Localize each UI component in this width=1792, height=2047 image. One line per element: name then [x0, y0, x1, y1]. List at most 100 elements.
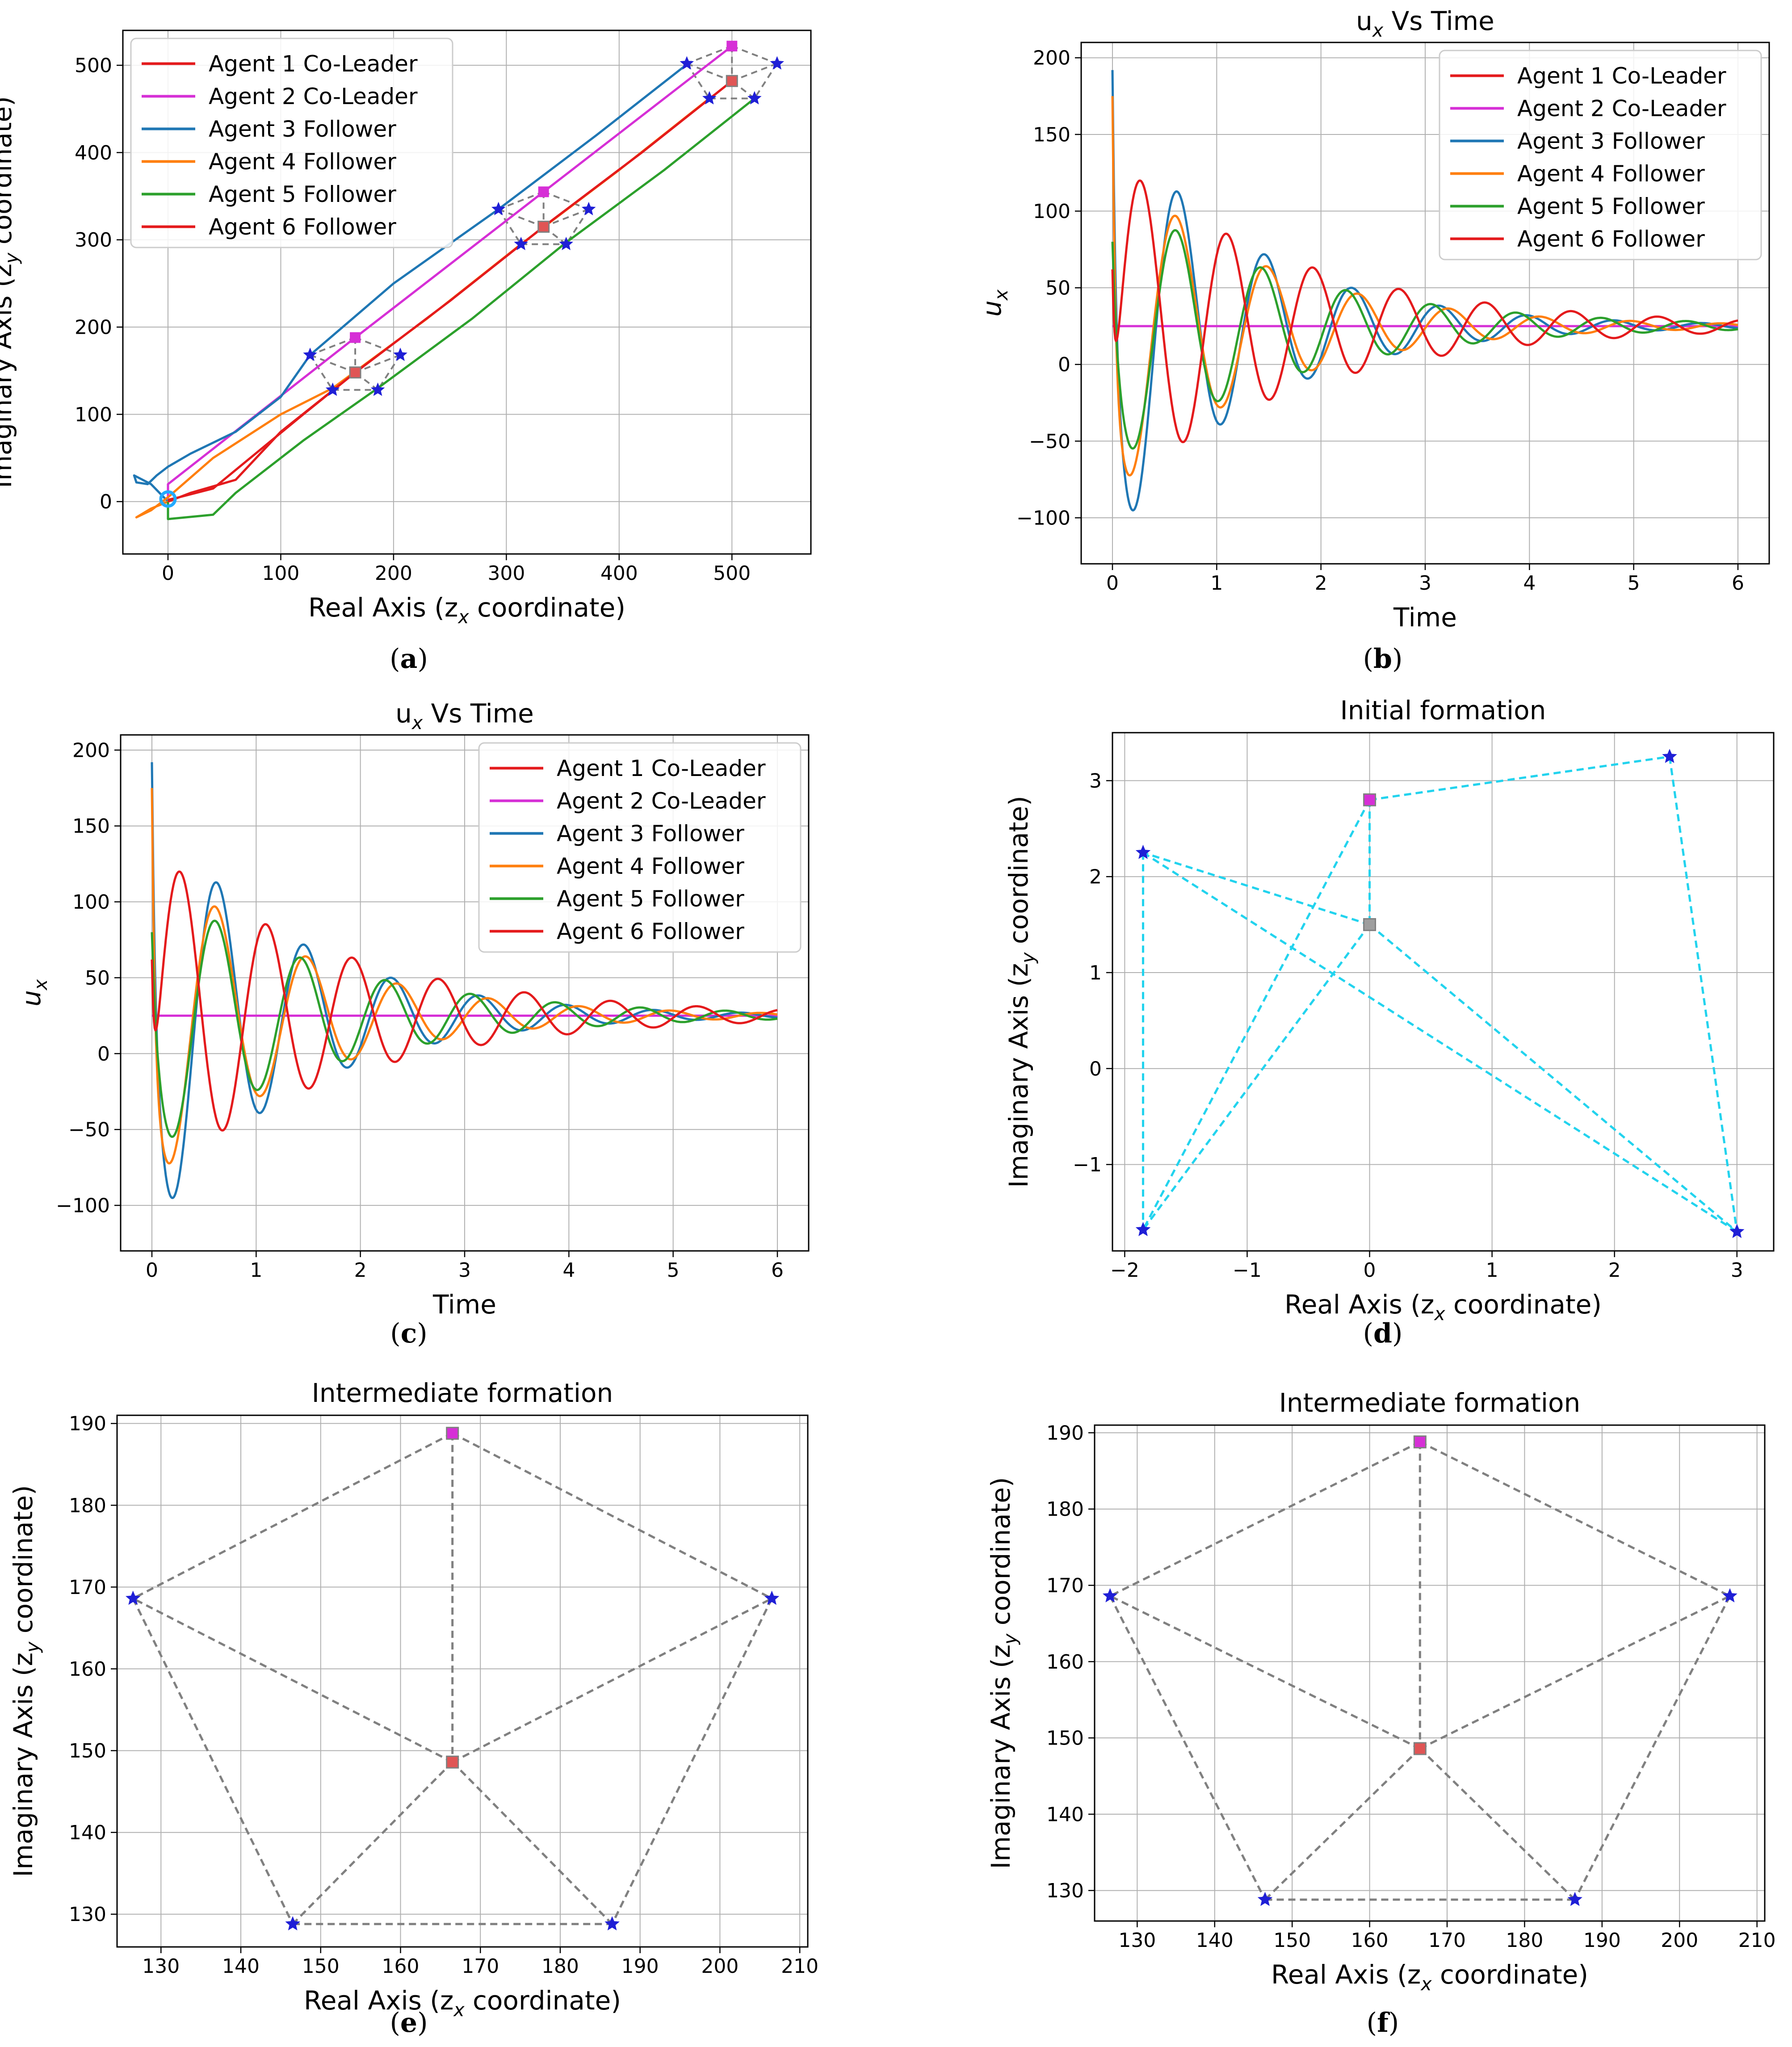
y-tick-label: −1 — [1073, 1154, 1102, 1176]
x-tick-label: 6 — [771, 1259, 784, 1282]
y-tick-label: 3 — [1089, 770, 1102, 793]
y-axis-label: ux — [977, 289, 1012, 317]
legend: Agent 1 Co-Leader Agent 2 Co-Leader Agent … — [1439, 50, 1762, 260]
x-tick-label: 0 — [162, 562, 174, 585]
x-tick-label: 500 — [713, 562, 751, 585]
x-tick-label: 2 — [354, 1259, 367, 1282]
chart-title: Intermediate formation — [312, 1378, 613, 1408]
agent-marker — [1363, 793, 1377, 806]
x-tick-label: 200 — [1661, 1929, 1698, 1952]
formation-edge — [1574, 1595, 1731, 1900]
y-tick-label: −100 — [56, 1194, 110, 1217]
formation-edge — [1419, 1595, 1731, 1750]
figure-caption: (e) — [390, 2007, 428, 2039]
x-tick-label: 150 — [302, 1955, 340, 1978]
x-axis-label: Time — [1393, 602, 1457, 633]
legend-box — [1439, 50, 1762, 260]
legend-label: Agent 6 Follower — [1517, 226, 1705, 252]
legend-box — [130, 38, 453, 248]
follower-marker — [770, 56, 785, 70]
x-tick-label: 160 — [382, 1955, 419, 1978]
x-tick-label: 190 — [621, 1955, 659, 1978]
x-tick-label: 150 — [1273, 1929, 1311, 1952]
plot-frame — [116, 1414, 809, 1948]
x-tick-label: 170 — [1428, 1929, 1466, 1952]
chart-a: 0 100 200 300 400 500 0 100 200 300 400 500 Agent 1 … — [0, 29, 812, 628]
y-tick-label: 170 — [69, 1576, 106, 1599]
formation-edge — [1109, 1595, 1421, 1750]
series-line — [151, 762, 778, 1199]
y-tick-label: 0 — [97, 1043, 110, 1065]
plot-area — [126, 1426, 780, 1931]
plot-frame — [122, 29, 812, 555]
x-tick-label: 400 — [600, 562, 638, 585]
figure-caption: (a) — [390, 643, 428, 675]
plot-area — [1135, 749, 1745, 1238]
x-axis-label: Real Axis (zx coordinate) — [1271, 1959, 1588, 1995]
formation-edge — [452, 1432, 772, 1600]
follower-marker — [491, 201, 506, 215]
agent-marker — [126, 1590, 141, 1605]
x-tick-label: 130 — [142, 1955, 180, 1978]
chart-title: ux Vs Time — [395, 698, 534, 734]
legend-label: Agent 1 Co-Leader — [209, 51, 418, 77]
x-axis-label: Real Axis (zx coordinate) — [304, 1985, 621, 2021]
follower-marker — [370, 382, 385, 396]
agent-marker — [1413, 1435, 1427, 1449]
legend-label: Agent 2 Co-Leader — [557, 788, 766, 814]
figure-caption: (b) — [1363, 643, 1403, 675]
y-tick-label: 500 — [75, 55, 112, 77]
legend-label: Agent 4 Follower — [1517, 161, 1705, 187]
y-tick-label: 150 — [72, 815, 110, 838]
x-tick-label: 190 — [1583, 1929, 1621, 1952]
legend-box — [478, 742, 802, 953]
x-tick-label: 1 — [1486, 1259, 1498, 1282]
formation-edge — [611, 1598, 773, 1925]
x-tick-label: 0 — [1106, 572, 1119, 595]
chart-d: −2 −1 0 1 2 3 −1 0 1 2 3 Real Axis (zx coordinate) I… — [1003, 695, 1775, 1325]
formation-edge — [543, 191, 589, 210]
formation-edge — [309, 354, 334, 390]
formation-edge — [452, 1597, 772, 1763]
formation-edge — [310, 354, 356, 373]
plot-area — [133, 41, 785, 520]
x-tick-label: 4 — [562, 1259, 575, 1282]
plot-frame — [1080, 42, 1770, 565]
legend-label: Agent 2 Co-Leader — [1517, 96, 1726, 122]
y-tick-label: 100 — [72, 891, 110, 914]
figure-caption: (c) — [390, 1318, 427, 1349]
leader-marker — [537, 221, 550, 233]
formation-edge — [1264, 1748, 1421, 1900]
x-tick-label: 170 — [462, 1955, 499, 1978]
follower-marker — [581, 201, 596, 215]
y-tick-label: 400 — [75, 142, 112, 164]
start-marker — [159, 490, 177, 508]
follower-marker — [747, 91, 762, 105]
y-tick-label: 50 — [85, 967, 110, 990]
formation-edge — [292, 1761, 453, 1925]
formation-edge — [451, 1761, 613, 1925]
x-tick-label: −2 — [1110, 1259, 1139, 1282]
y-tick-label: 200 — [1033, 47, 1070, 70]
agent-marker — [1722, 1588, 1737, 1602]
legend-label: Agent 2 Co-Leader — [209, 84, 418, 109]
y-tick-label: −50 — [1029, 430, 1070, 453]
series-line — [1111, 70, 1738, 512]
agent-marker — [446, 1426, 459, 1440]
follower-marker — [393, 348, 407, 361]
y-tick-label: 150 — [1046, 1727, 1084, 1750]
x-tick-label: 200 — [701, 1955, 739, 1978]
y-tick-label: 180 — [1046, 1498, 1084, 1521]
plot-frame — [1112, 732, 1775, 1252]
formation-edge — [731, 63, 777, 82]
legend-label: Agent 5 Follower — [557, 886, 744, 912]
y-tick-label: 2 — [1089, 866, 1102, 889]
x-tick-label: 5 — [1628, 572, 1640, 595]
legend-label: Agent 3 Follower — [557, 821, 744, 847]
legend: Agent 1 Co-Leader Agent 2 Co-Leader Agent … — [130, 38, 453, 248]
figure-caption: (d) — [1363, 1318, 1403, 1349]
y-tick-label: 190 — [1046, 1422, 1084, 1444]
x-tick-label: 200 — [375, 562, 412, 585]
